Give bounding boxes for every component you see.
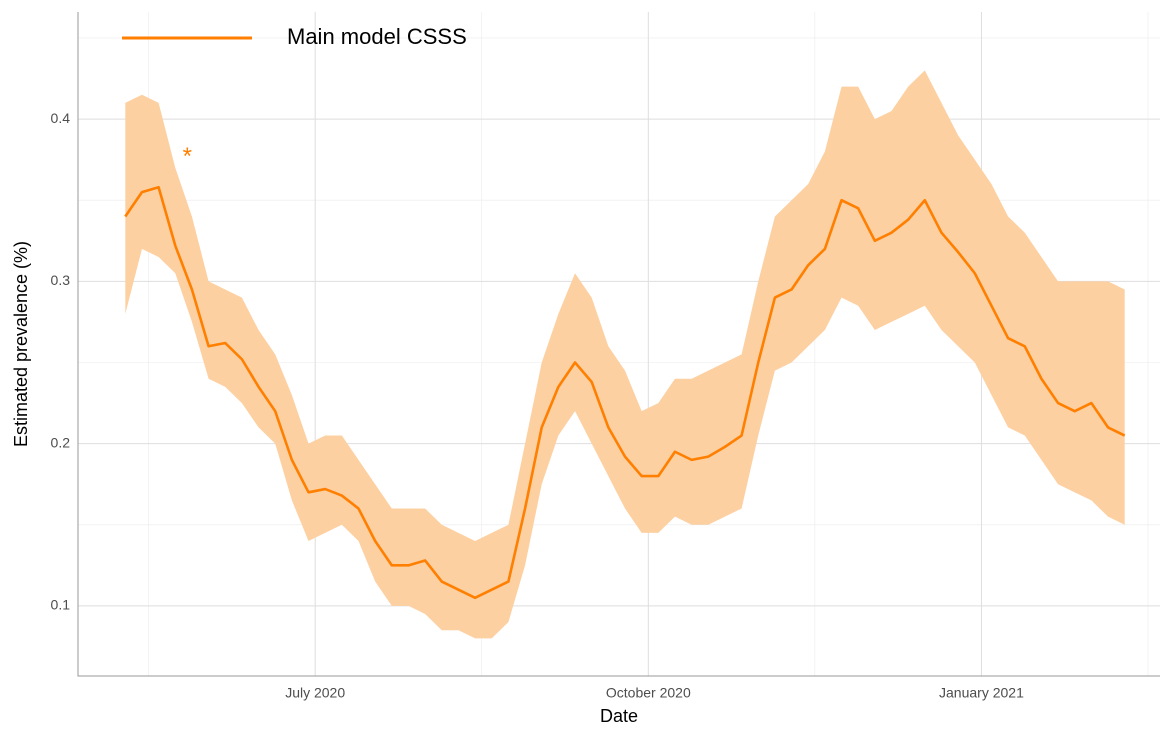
x-axis-title: Date — [600, 706, 638, 726]
y-tick-label: 0.3 — [51, 272, 71, 288]
annotation: * — [183, 143, 192, 170]
axis-line — [77, 12, 1160, 677]
line — [124, 185, 1126, 600]
y-axis-title: Estimated prevalence (%) — [11, 241, 31, 447]
y-tick-label: 0.2 — [51, 434, 71, 450]
legend-label: Main model CSSS — [287, 24, 467, 49]
x-tick-label: July 2020 — [285, 685, 345, 701]
y-tick-label: 0.1 — [51, 597, 71, 613]
confidence-band — [125, 70, 1125, 639]
y-tick-label: 0.4 — [51, 110, 71, 126]
x-tick-label: October 2020 — [606, 685, 691, 701]
x-tick-label: January 2021 — [939, 685, 1024, 701]
